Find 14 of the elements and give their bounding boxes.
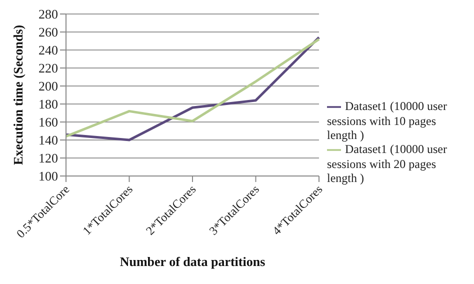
y-tick-label: 280 xyxy=(38,6,58,22)
y-tick-label: 260 xyxy=(38,24,58,40)
legend-label: Dataset1 (10000 user sessions with 20 pages length ) xyxy=(327,142,447,186)
y-tick-label: 220 xyxy=(38,60,58,76)
legend-label: Dataset1 (10000 user sessions with 10 pages length ) xyxy=(327,98,447,142)
y-tick-label: 120 xyxy=(38,150,58,166)
y-tick-label: 160 xyxy=(38,114,58,130)
y-tick-label: 200 xyxy=(38,78,58,94)
y-axis-title: Execution time (Seconds) xyxy=(10,24,26,165)
y-tick-label: 180 xyxy=(38,96,58,112)
y-tick-label: 100 xyxy=(38,168,58,184)
y-tick-label: 240 xyxy=(38,42,58,58)
y-tick-label: 140 xyxy=(38,132,58,148)
x-axis-title: Number of data partitions xyxy=(120,254,266,269)
